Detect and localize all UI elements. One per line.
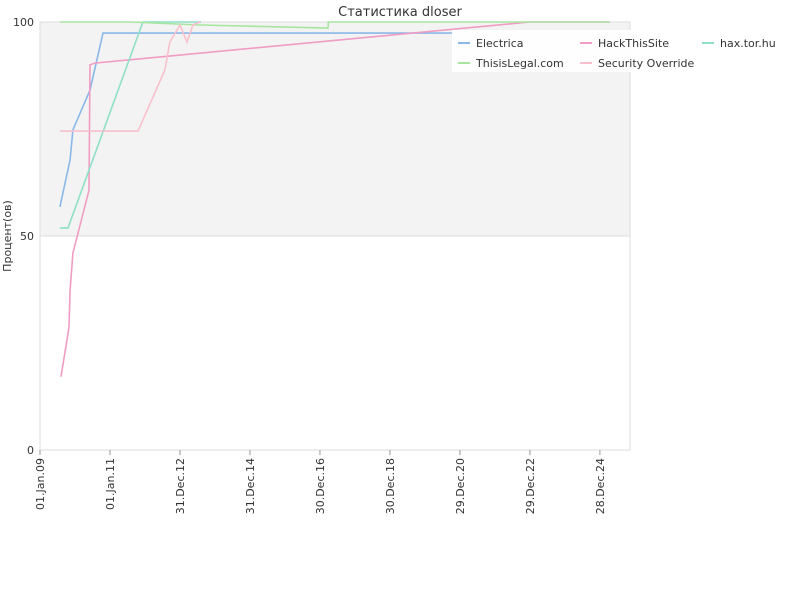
x-tick-label: 30.Dec.16: [314, 458, 327, 514]
y-tick-label: 50: [20, 230, 34, 243]
x-tick-label: 28.Dec.24: [594, 458, 607, 514]
chart-title: Статистика dloser: [338, 5, 462, 20]
x-tick-label: 29.Dec.22: [524, 458, 537, 514]
series-line: [59, 21, 201, 132]
legend-label: HackThisSite: [598, 37, 669, 50]
series-line: [59, 21, 201, 229]
x-tick-label: 30.Dec.18: [384, 458, 397, 514]
y-tick-label: 0: [27, 444, 34, 457]
x-tick-label: 31.Dec.14: [244, 458, 257, 514]
x-tick-label: 01.Jan.11: [104, 458, 117, 510]
y-tick-label: 100: [13, 16, 34, 29]
series-line: [59, 21, 611, 29]
x-tick-label: 01.Jan.09: [34, 458, 47, 510]
legend-label: hax.tor.hu: [720, 37, 776, 50]
y-axis-label: Процент(ов): [1, 200, 14, 272]
legend-label: ThisisLegal.com: [475, 57, 564, 70]
x-tick-label: 31.Dec.12: [174, 458, 187, 514]
legend-label: Security Override: [598, 57, 694, 70]
legend-label: Electrica: [476, 37, 524, 50]
series-line: [59, 32, 452, 208]
legend-box: [452, 30, 782, 72]
x-tick-label: 29.Dec.20: [454, 458, 467, 514]
series-line: [60, 21, 611, 377]
